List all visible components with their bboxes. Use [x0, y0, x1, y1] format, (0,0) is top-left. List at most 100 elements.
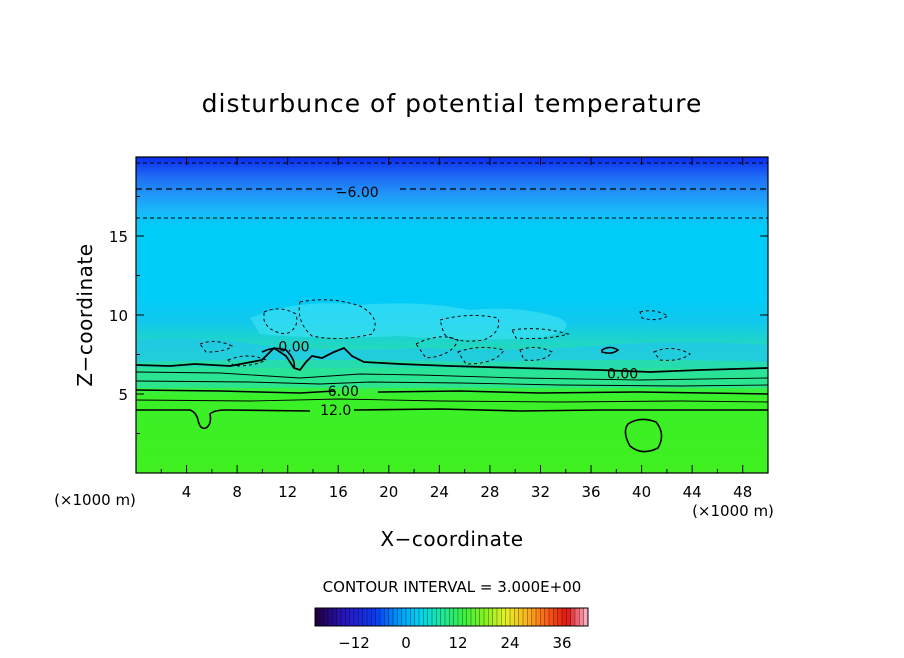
colorbar-cell	[423, 607, 429, 627]
x-tick-label: 28	[480, 483, 499, 501]
colorbar-cell	[314, 607, 320, 627]
colorbar-cell	[470, 607, 476, 627]
chart-title: disturbunce of potential temperature	[202, 89, 703, 118]
contour-line-dashed-cell	[457, 346, 505, 365]
contour-line-zero	[136, 346, 768, 373]
colorbar-cell	[535, 607, 541, 627]
colorbar-tick-label: 24	[500, 634, 519, 652]
colorbar-cell	[336, 607, 342, 627]
colorbar-cell	[457, 607, 463, 627]
contour-line-thin	[136, 371, 768, 381]
plot-area	[136, 157, 768, 473]
contour-line-dashed-cell	[639, 310, 670, 321]
colorbar-cell	[540, 607, 546, 627]
contour-label: 12.0	[320, 403, 351, 419]
colorbar	[314, 607, 589, 627]
colorbar-cell	[561, 607, 567, 627]
colorbar-cell	[397, 607, 403, 627]
colorbar-cell	[553, 607, 559, 627]
colorbar-cell	[327, 607, 333, 627]
x-axis: 4 8 12 16 20 24 28 32 36 40 44 48	[160, 157, 752, 501]
contour-label: 0.00	[607, 366, 638, 382]
contour-line-zero-lobe	[261, 347, 296, 369]
contour-line-dashed-cell	[519, 346, 553, 361]
colorbar-cell	[488, 607, 494, 627]
colorbar-cell	[496, 607, 502, 627]
contour-line-six	[377, 390, 768, 395]
colorbar-cell	[414, 607, 420, 627]
x-tick-label: 40	[632, 483, 651, 501]
contour-interval-text: CONTOUR INTERVAL = 3.000E+00	[323, 578, 582, 596]
colorbar-cell	[401, 607, 407, 627]
colorbar-cell	[410, 607, 416, 627]
x-tick-label: 32	[531, 483, 550, 501]
colorbar-cell	[345, 607, 351, 627]
colorbar-cell	[436, 607, 442, 627]
y-axis: 5 10 15	[109, 196, 768, 434]
x-tick-label: 4	[182, 483, 192, 501]
contour-label: 6.00	[328, 384, 359, 400]
colorbar-cell	[527, 607, 533, 627]
x-tick-label: 8	[232, 483, 242, 501]
colorbar-cell	[453, 607, 459, 627]
colorbar-cell	[514, 607, 520, 627]
colorbar-cell	[462, 607, 468, 627]
colorbar-cell	[388, 607, 394, 627]
contour-line-thin	[136, 398, 768, 403]
y-tick-label: 5	[118, 386, 128, 404]
x-tick-label: 48	[733, 483, 752, 501]
colorbar-cell	[531, 607, 537, 627]
contour-line-dashed-cell	[439, 314, 500, 342]
colorbar-cell	[475, 607, 481, 627]
colorbar-tick-label: −12	[338, 634, 370, 652]
colorbar-cell	[349, 607, 355, 627]
colorbar-cell	[518, 607, 524, 627]
colorbar-cell	[479, 607, 485, 627]
colorbar-cell	[332, 607, 338, 627]
contour-line-twelve	[136, 409, 311, 430]
y-tick-label: 15	[109, 228, 128, 246]
contour-lines	[136, 162, 768, 453]
colorbar-tick-label: 0	[401, 634, 411, 652]
colorbar-cell	[319, 607, 325, 627]
colorbar-cell	[574, 607, 580, 627]
colorbar-cell	[492, 607, 498, 627]
colorbar-cell	[444, 607, 450, 627]
colorbar-cell	[375, 607, 381, 627]
x-tick-label: 12	[278, 483, 297, 501]
contour-line-dashed-cell	[298, 299, 376, 340]
colorbar-cell	[340, 607, 346, 627]
colorbar-cell	[579, 607, 585, 627]
colorbar-cell	[449, 607, 455, 627]
x-unit-left: (×1000 m)	[54, 491, 136, 509]
contour-line-twelve	[353, 408, 768, 412]
contour-labels: −6.00 0.00 0.00 6.00 12.0	[278, 185, 638, 419]
colorbar-cell	[501, 607, 507, 627]
contour-line-six	[136, 389, 336, 394]
contour-line-zero-cell	[601, 346, 620, 354]
colorbar-cell	[427, 607, 433, 627]
colorbar-cell	[570, 607, 576, 627]
x-tick-label: 16	[329, 483, 348, 501]
colorbar-cell	[358, 607, 364, 627]
colorbar-cell	[379, 607, 385, 627]
colorbar-cell	[384, 607, 390, 627]
x-tick-label: 24	[430, 483, 449, 501]
colorbar-ticks: −12 0 12 24 36	[338, 634, 571, 652]
contour-label: 0.00	[278, 340, 309, 356]
colorbar-cell	[362, 607, 368, 627]
colorbar-cell	[392, 607, 398, 627]
colorbar-cell	[505, 607, 511, 627]
contour-line-dashed-cell	[199, 340, 233, 353]
colorbar-frame	[314, 607, 589, 627]
x-tick-label: 36	[581, 483, 600, 501]
colorbar-cell	[418, 607, 424, 627]
y-tick-label: 10	[109, 307, 128, 325]
colorbar-tick-label: 12	[448, 634, 467, 652]
colorbar-cell	[466, 607, 472, 627]
contour-line-dashed-cell	[511, 328, 570, 339]
colorbar-cell	[371, 607, 377, 627]
colorbar-cell	[483, 607, 489, 627]
